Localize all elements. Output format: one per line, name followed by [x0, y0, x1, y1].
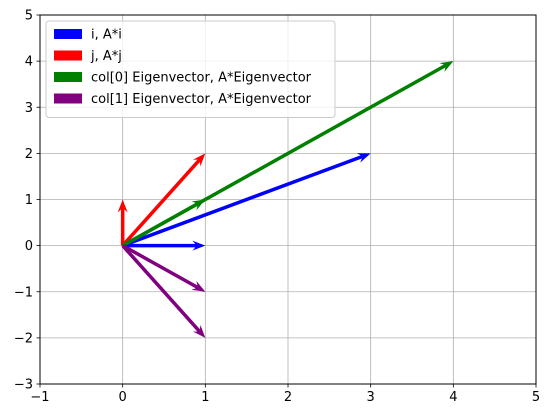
y-tick-label: 1 — [25, 193, 33, 208]
vector-arrow-series-0-1 — [122, 153, 371, 248]
vectors — [117, 61, 454, 338]
y-tick-label: −1 — [14, 285, 33, 300]
y-tick-label: 4 — [25, 55, 33, 70]
axis-ticks: −1 0 1 2 3 4 5 −3 −2 −1 0 1 2 3 4 5 — [14, 9, 540, 406]
legend-box — [45, 20, 336, 118]
y-tick-label: 2 — [25, 147, 33, 162]
y-tick-label: −3 — [14, 378, 33, 393]
legend-label: i, A*i — [91, 28, 122, 43]
vector-arrow-series-3-0 — [121, 244, 206, 292]
x-tick-label: 2 — [284, 390, 292, 405]
legend-label: col[1] Eigenvector, A*Eigenvector — [91, 92, 312, 107]
x-tick-label: 0 — [119, 390, 127, 405]
y-tick-label: −2 — [14, 331, 33, 346]
x-tick-label: −1 — [30, 390, 49, 405]
legend: i, A*i j, A*j col[0] Eigenvector, A*Eigenv… — [45, 20, 336, 118]
vector-arrow-series-0-0 — [122, 240, 206, 251]
vector-arrow-series-2-1 — [121, 61, 454, 248]
vector-arrow-series-1-0 — [117, 199, 128, 246]
vector-arrow-series-1-1 — [121, 153, 206, 247]
x-tick-label: 5 — [532, 390, 540, 405]
legend-label: j, A*j — [90, 49, 122, 64]
legend-label: col[0] Eigenvector, A*Eigenvector — [91, 71, 312, 86]
y-tick-label: 3 — [25, 101, 33, 116]
x-tick-label: 1 — [201, 390, 209, 405]
legend-swatch — [54, 50, 82, 61]
y-tick-label: 5 — [25, 9, 33, 24]
legend-swatch — [54, 72, 82, 82]
legend-swatch — [54, 29, 82, 39]
x-tick-label: 4 — [449, 390, 457, 405]
vector-arrow-series-3-1 — [121, 244, 206, 338]
y-tick-label: 0 — [25, 239, 33, 254]
x-tick-label: 3 — [367, 390, 375, 405]
legend-swatch — [54, 93, 82, 104]
